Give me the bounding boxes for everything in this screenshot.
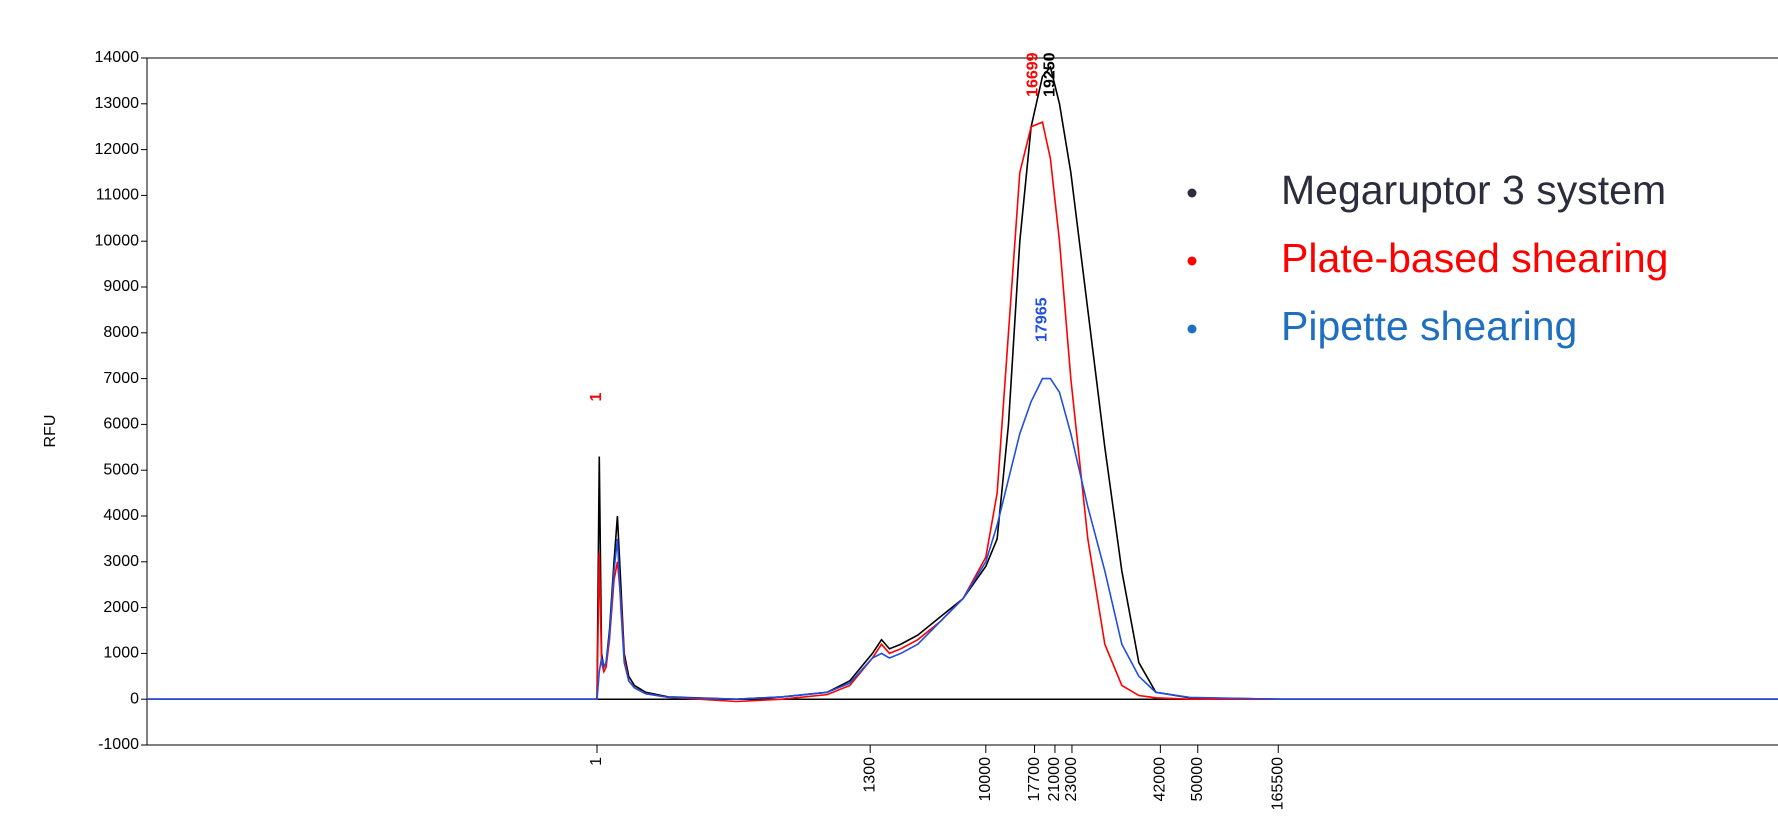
- x-tick-label: 1300: [861, 757, 878, 793]
- y-tick-label: 7000: [103, 370, 139, 387]
- y-tick-label: 11000: [96, 187, 139, 204]
- legend-label: Megaruptor 3 system: [1281, 167, 1666, 213]
- y-tick-label: 6000: [103, 416, 139, 433]
- x-tick-label: 21000: [1046, 757, 1063, 802]
- y-tick-label: 0: [130, 690, 139, 707]
- y-tick-label: -1000: [98, 736, 139, 753]
- y-tick-label: 1000: [103, 645, 139, 662]
- y-tick-label: 13000: [95, 95, 140, 112]
- plot-frame: [146, 57, 1778, 746]
- y-tick-label: 14000: [95, 49, 140, 66]
- x-tick-label: 1: [588, 757, 605, 766]
- legend-bullet: [1187, 256, 1197, 266]
- x-tick-label: 23000: [1063, 757, 1080, 802]
- x-tick-label: 10000: [977, 757, 994, 802]
- y-tick-label: 3000: [103, 553, 139, 570]
- legend-bullet: [1187, 188, 1197, 198]
- y-tick-label: 4000: [103, 507, 139, 524]
- y-tick-label: 10000: [95, 232, 140, 249]
- x-tick-label: 165500: [1269, 757, 1286, 810]
- y-tick-label: 12000: [95, 141, 140, 158]
- peak-label: 1: [588, 393, 605, 402]
- peak-label: 19250: [1042, 52, 1059, 97]
- legend-label: Plate-based shearing: [1281, 235, 1668, 281]
- legend-label: Pipette shearing: [1281, 303, 1577, 349]
- legend-bullet: [1187, 324, 1197, 334]
- peak-label: 16699: [1025, 52, 1042, 97]
- x-tick-label: 17700: [1026, 757, 1043, 802]
- x-tick-label: 50000: [1189, 757, 1206, 802]
- series-line: [147, 377, 1778, 701]
- y-axis-label: RFU: [42, 415, 59, 448]
- y-tick-label: 5000: [103, 461, 139, 478]
- peak-label: 17965: [1034, 297, 1051, 342]
- series-line: [147, 65, 1778, 701]
- y-tick-label: 9000: [103, 278, 139, 295]
- x-tick-label: 42000: [1152, 757, 1169, 802]
- y-tick-label: 8000: [103, 324, 139, 341]
- y-tick-label: 2000: [103, 599, 139, 616]
